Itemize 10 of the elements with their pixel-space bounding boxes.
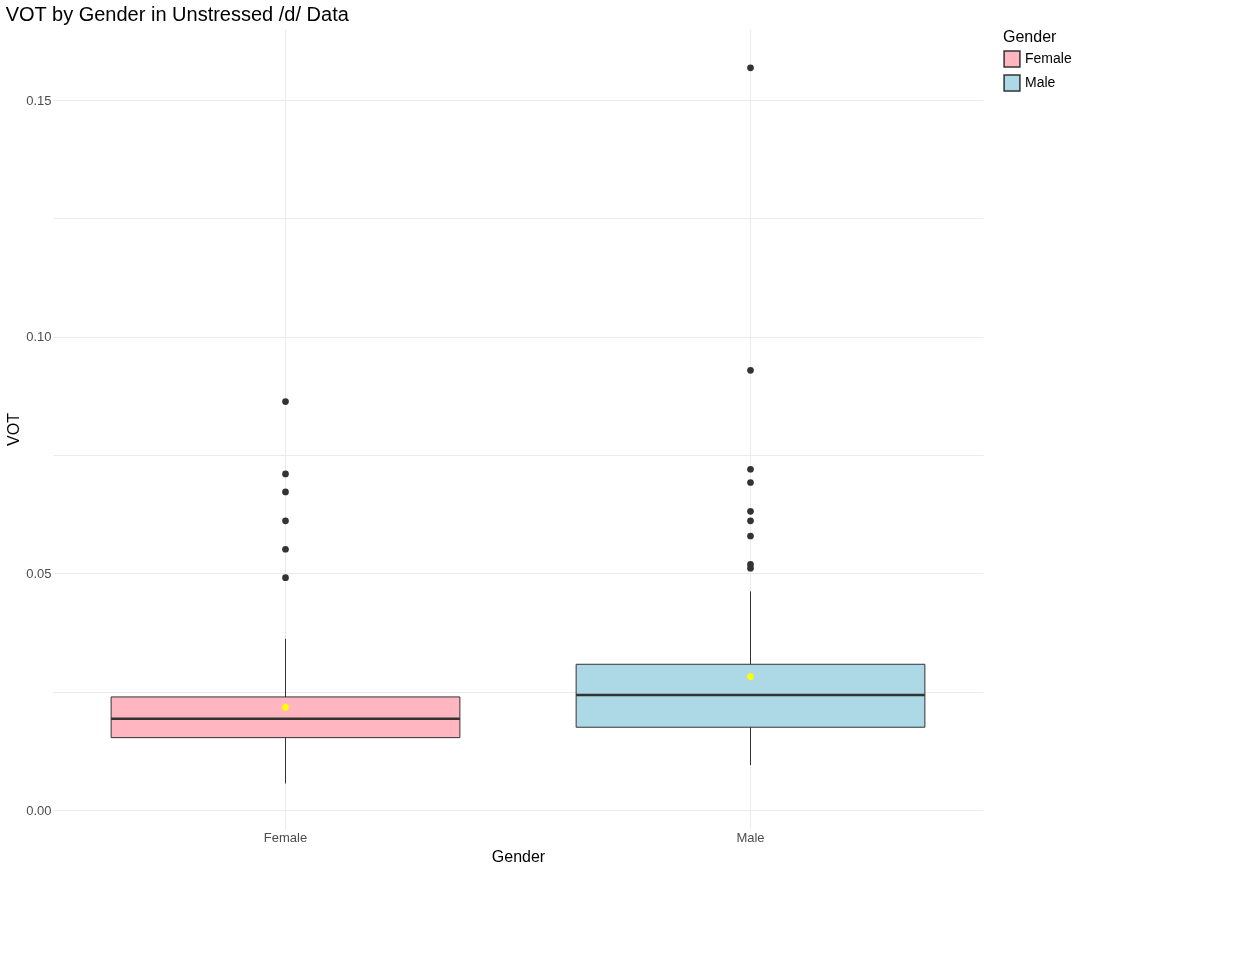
chart-title: VOT by Gender in Unstressed /d/ Data [5,3,350,25]
y-axis-title: VOT [5,412,23,446]
y-tick-label: 0.10 [26,329,52,345]
legend-label: Male [1025,74,1056,90]
legend-label: Female [1025,50,1072,66]
legend-title: Gender [1003,28,1058,45]
y-tick-label: 0.00 [26,802,52,818]
y-tick-label: 0.05 [26,565,52,581]
y-tick-label: 0.15 [26,92,52,108]
x-axis-title: Gender [491,847,546,865]
